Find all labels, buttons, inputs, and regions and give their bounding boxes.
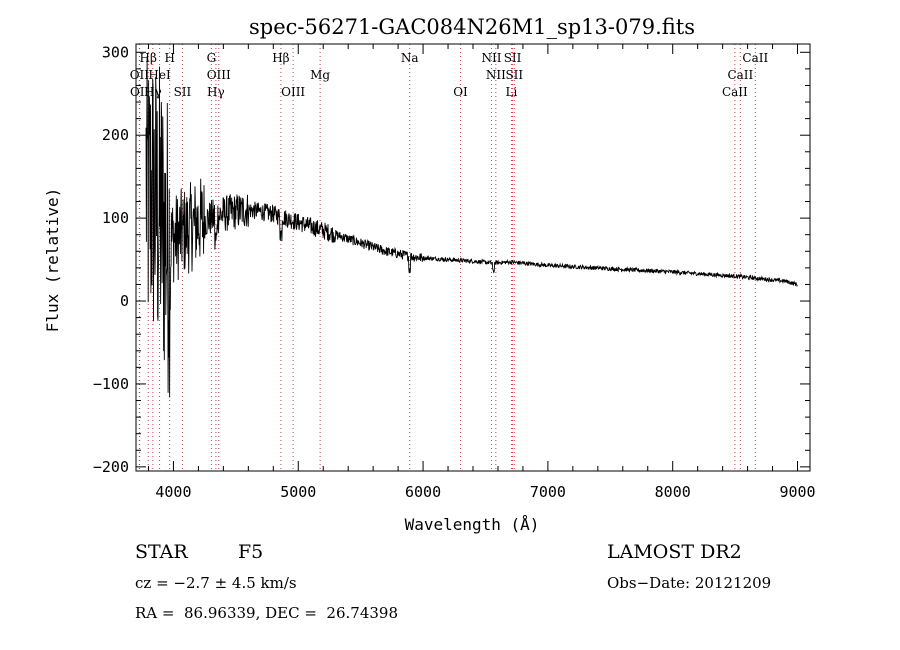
x-tick-label: 4000 [155,483,191,501]
x-tick-label: 5000 [280,483,316,501]
obs-date: Obs−Date: 20121209 [607,574,772,592]
spectral-line-label: Li [506,85,518,99]
y-axis-label: Flux (relative) [43,188,62,333]
x-axis-ticks: 4000 5000 6000 7000 8000 9000 [147,44,816,501]
x-tick-label: 8000 [655,483,691,501]
spectral-line-label: SII [504,51,522,65]
chart-title: spec-56271-GAC084N26M1_sp13-079.fits [249,15,695,39]
spectral-line-label: SII [174,85,192,99]
spectral-line-label: Hγ [207,85,225,99]
spectral-line-label: H [164,51,174,65]
spectrum-line [145,56,798,398]
spectral-line-label: OI [453,85,468,99]
spectral-line-label: Hβ [272,51,289,65]
object-subclass: F5 [238,541,264,563]
survey-label: LAMOST DR2 [607,541,742,563]
y-tick-label: −100 [93,375,129,393]
spectral-line-label: Hβ [140,51,157,65]
spectral-line-label: CaII [727,68,753,82]
spectral-line-label: SII [505,68,523,82]
redshift-readout: cz = −2.7 ± 4.5 km/s [135,574,297,592]
y-tick-label: 100 [102,209,129,227]
spectral-line-label: Mg [310,68,330,82]
spectral-line-label: NII [481,51,501,65]
y-tick-label: 0 [120,292,129,310]
y-tick-label: 300 [102,43,129,61]
spectral-line-markers [138,44,756,471]
x-axis-label: Wavelength (Å) [405,515,540,534]
y-axis-ticks: −200 −100 0 100 200 300 [93,43,810,476]
spectral-line-label: NII [486,68,506,82]
spectral-line-label: OII [130,85,150,99]
spectral-line-label: OIII [207,68,231,82]
spectral-line-label: G [207,51,217,65]
object-class: STAR [135,541,188,563]
plot-frame [135,43,811,472]
y-tick-label: −200 [93,458,129,476]
y-tick-label: 200 [102,126,129,144]
x-tick-label: 6000 [405,483,441,501]
spectral-line-label: OII [130,68,150,82]
coordinates: RA = 86.96339, DEC = 26.74398 [135,604,399,622]
spectral-line-label: CaII [742,51,768,65]
spectral-line-label: Na [401,51,419,65]
x-tick-label: 9000 [779,483,815,501]
spectral-line-label: OIII [281,85,305,99]
spectral-line-label: CaII [722,85,748,99]
x-tick-label: 7000 [530,483,566,501]
